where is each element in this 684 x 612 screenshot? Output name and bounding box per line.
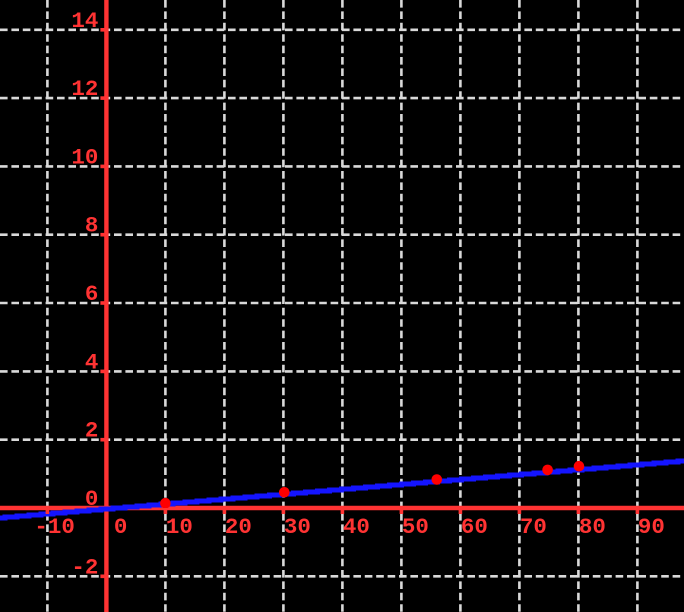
svg-text:10: 10 bbox=[166, 514, 193, 540]
svg-text:90: 90 bbox=[638, 514, 665, 540]
svg-text:20: 20 bbox=[225, 514, 252, 540]
svg-text:4: 4 bbox=[85, 349, 99, 375]
svg-text:10: 10 bbox=[71, 144, 98, 170]
svg-text:30: 30 bbox=[284, 514, 311, 540]
svg-text:80: 80 bbox=[579, 514, 606, 540]
svg-text:6: 6 bbox=[85, 281, 99, 307]
svg-text:50: 50 bbox=[402, 514, 429, 540]
svg-text:14: 14 bbox=[71, 8, 98, 34]
svg-text:-2: -2 bbox=[71, 554, 98, 580]
svg-text:60: 60 bbox=[461, 514, 488, 540]
svg-text:10: 10 bbox=[48, 514, 75, 540]
svg-text:-: - bbox=[34, 514, 48, 540]
svg-text:12: 12 bbox=[71, 76, 98, 102]
svg-text:70: 70 bbox=[520, 514, 547, 540]
svg-text:0: 0 bbox=[85, 486, 99, 512]
svg-text:2: 2 bbox=[85, 418, 99, 444]
svg-text:0: 0 bbox=[114, 514, 128, 540]
svg-text:40: 40 bbox=[343, 514, 370, 540]
svg-text:8: 8 bbox=[85, 213, 99, 239]
